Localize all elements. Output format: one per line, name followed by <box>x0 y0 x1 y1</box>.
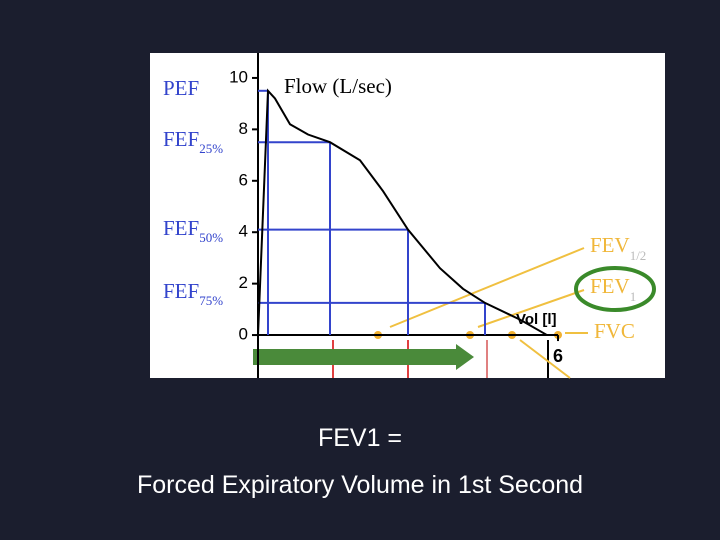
y-tick-label: 6 <box>239 170 248 189</box>
y-tick-label: 8 <box>239 119 248 138</box>
arrow-head <box>456 344 474 370</box>
label-text: PEF <box>163 76 199 100</box>
label-text: FEV <box>590 274 630 298</box>
right-label: FEV1/2 <box>590 233 646 263</box>
label-text: FEF <box>163 279 199 303</box>
label-text: FEF <box>163 216 199 240</box>
y-tick-label: 10 <box>229 67 248 86</box>
label-text: FEF <box>163 127 199 151</box>
label-sub: 25% <box>199 141 223 156</box>
label-sub: 75% <box>199 293 223 308</box>
left-label: PEF <box>163 76 199 100</box>
caption: FEV1 = <box>317 424 403 452</box>
y-tick-label: 2 <box>239 273 248 292</box>
pointer <box>477 289 585 328</box>
right-label: FVC <box>594 319 635 343</box>
right-label: FEV1 <box>590 274 636 304</box>
x-tick-label: 6 <box>553 346 563 366</box>
pointer <box>519 339 571 379</box>
label-text: FVC <box>594 319 635 343</box>
y-tick-label: 4 <box>239 222 248 241</box>
highlight <box>574 266 656 312</box>
pointer <box>389 247 585 328</box>
label-sub: 50% <box>199 230 223 245</box>
x-axis-label: Vol [l] <box>516 311 557 328</box>
figure: Flow (L/sec) Vol [l] 02468106PEFFEF25%FE… <box>150 53 665 379</box>
caption: Forced Expiratory Volume in 1st Second <box>136 471 584 499</box>
y-tick-label: 0 <box>239 325 248 344</box>
label-sub: 1 <box>630 289 637 304</box>
label-text: FEV <box>590 233 630 257</box>
left-label: FEF50% <box>163 216 223 245</box>
flow-curve <box>257 88 548 336</box>
y-axis-label: Flow (L/sec) <box>284 74 392 98</box>
label-sub: 1/2 <box>630 248 647 263</box>
left-label: FEF25% <box>163 127 223 156</box>
left-label: FEF75% <box>163 279 223 308</box>
